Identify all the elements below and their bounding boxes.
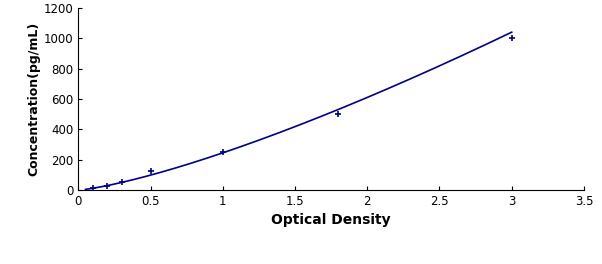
X-axis label: Optical Density: Optical Density: [272, 214, 391, 228]
Y-axis label: Concentration(pg/mL): Concentration(pg/mL): [28, 22, 41, 176]
